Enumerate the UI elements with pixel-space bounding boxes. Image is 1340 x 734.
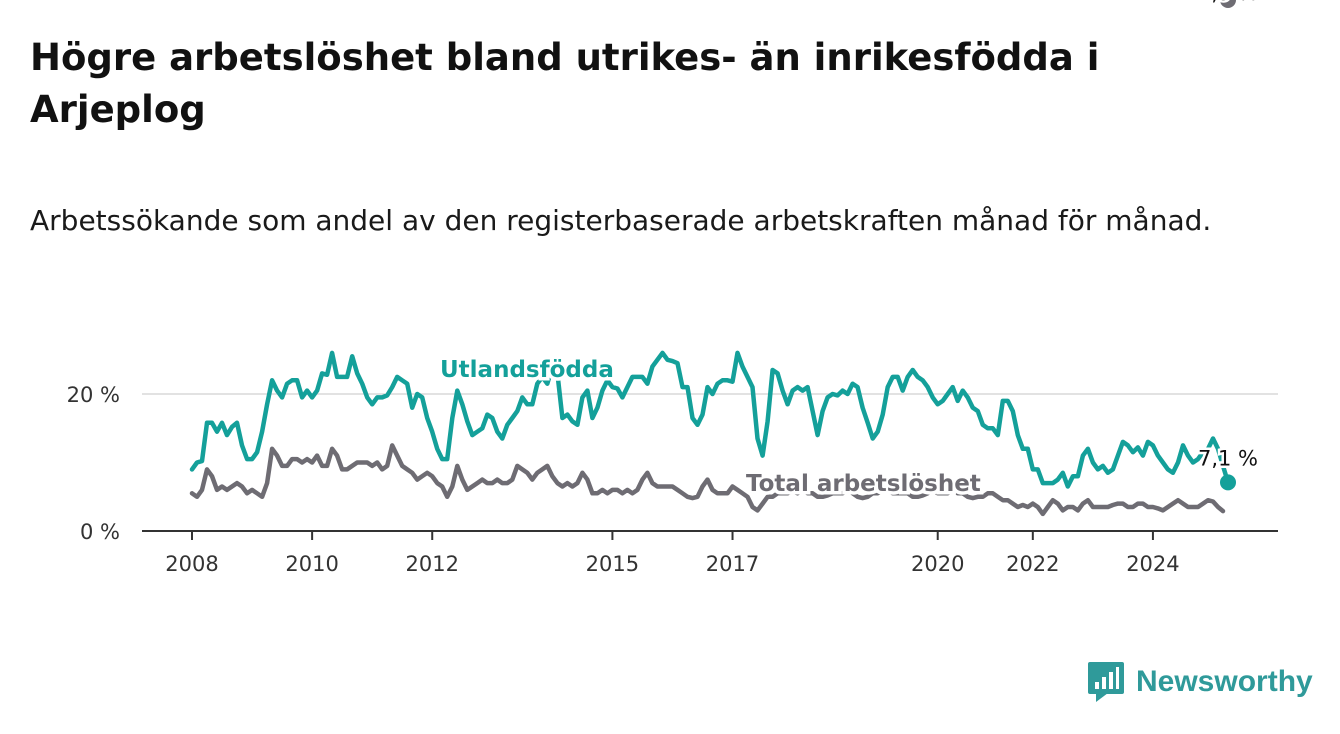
series-lines — [189, 0, 1236, 517]
series-label-utlandsfodda: Utlandsfödda — [440, 357, 614, 383]
brand-name: Newsworthy — [1136, 665, 1313, 698]
series-label-total: Total arbetslöshet — [746, 471, 981, 497]
series-line-total — [189, 443, 1226, 517]
series-labels: 2,9 % 7,1 % Total arbetslöshet Utlandsfödda — [437, 0, 1261, 501]
x-tick-label: 2012 — [406, 552, 459, 576]
newsworthy-bar-chart-bubble-icon — [1088, 662, 1124, 702]
end-point-marker — [1220, 474, 1236, 491]
x-tick-label: 2015 — [586, 552, 639, 576]
x-axis-tick-labels: 2008 2010 2012 2015 2017 2020 2022 2024 — [165, 531, 1180, 576]
brand-logo: Newsworthy — [1088, 660, 1313, 704]
y-tick-label: 20 % — [67, 383, 120, 407]
x-tick-label: 2022 — [1006, 552, 1059, 576]
x-tick-label: 2024 — [1126, 552, 1179, 576]
series-line-utlandsfodda — [189, 350, 1231, 489]
x-tick-label: 2020 — [911, 552, 964, 576]
x-tick-label: 2008 — [165, 552, 218, 576]
x-tick-label: 2010 — [285, 552, 338, 576]
end-value-label: 7,1 % — [1198, 446, 1258, 470]
y-tick-label: 0 % — [80, 520, 120, 544]
y-axis-tick-labels: 0 % 20 % — [67, 383, 120, 544]
x-tick-label: 2017 — [706, 552, 759, 576]
end-point-marker — [1220, 0, 1236, 8]
end-value-label: 2,9 % — [1198, 0, 1258, 5]
chart-subtitle: Arbetssökande som andel av den registerb… — [30, 204, 1212, 237]
chart-title: Högre arbetslöshet bland utrikes- än inr… — [30, 36, 1100, 131]
